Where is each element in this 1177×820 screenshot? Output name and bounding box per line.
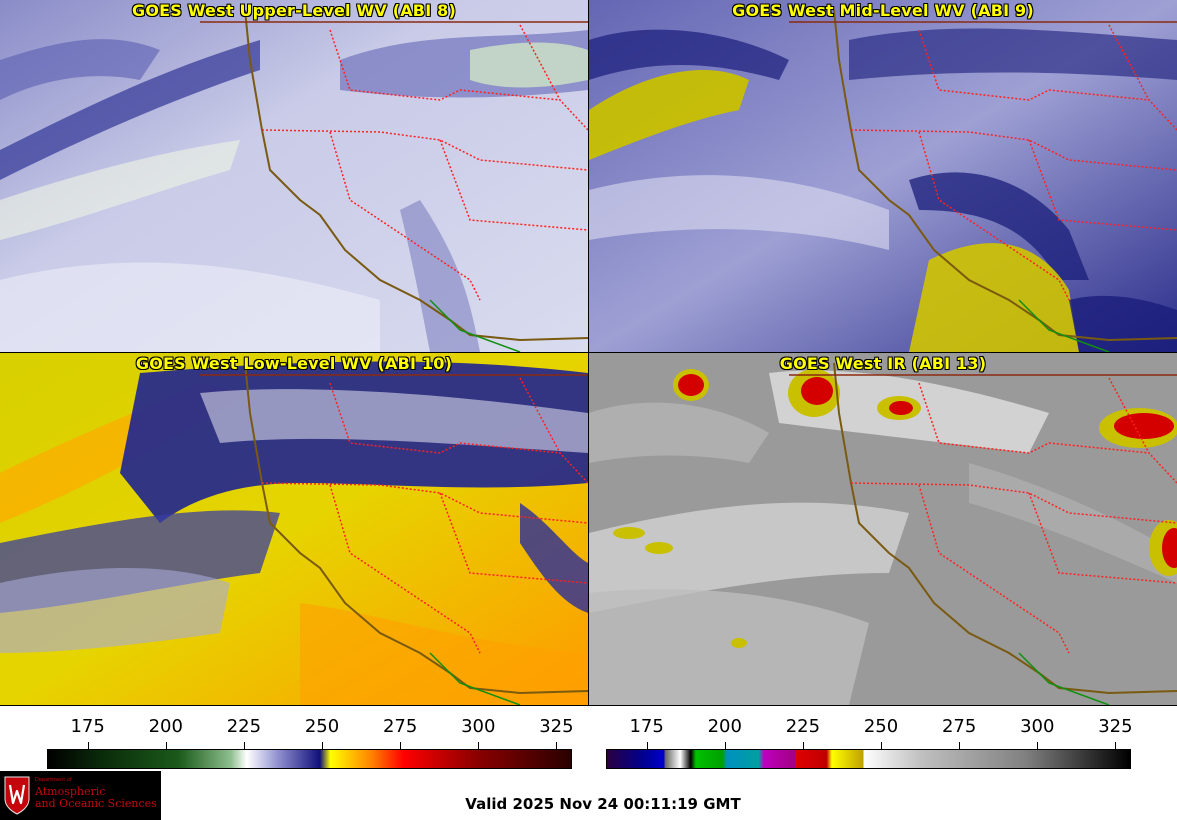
ir-colorbar: 175 200 225 250 275 300 325 <box>606 706 1133 770</box>
upper-level-wv-panel: GOES West Upper-Level WV (ABI 8) <box>0 0 588 352</box>
wv-colorbar-tick-label: 225 <box>226 716 262 737</box>
ir-colorbar-tick-mark <box>881 742 882 749</box>
low-level-wv-title: GOES West Low-Level WV (ABI 10) <box>135 354 453 373</box>
wv-colorbar-tick-mark <box>243 742 245 749</box>
ir-colorbar-tick-mark <box>959 742 961 749</box>
ir-colorbar-tick-label: 250 <box>863 716 899 737</box>
wv-colorbar-strip <box>47 749 572 769</box>
ir-colorbar-tick-label: 175 <box>629 716 664 737</box>
ir-colorbar-tick-mark <box>1037 742 1039 749</box>
upper-level-wv-image <box>0 0 588 352</box>
ir-image <box>589 353 1177 705</box>
ir-colorbar-tick-label: 200 <box>707 716 742 737</box>
ir-colorbar-tick-label: 275 <box>941 716 977 737</box>
bottom-divider <box>0 705 1177 706</box>
aos-logo: Department of Atmospheric and Oceanic Sc… <box>0 771 161 820</box>
wv-colorbar: 175 200 225 250 275 300 325 <box>47 706 574 770</box>
mid-level-wv-title: GOES West Mid-Level WV (ABI 9) <box>732 1 1034 20</box>
wv-colorbar-tick-label: 275 <box>382 716 418 737</box>
ir-colorbar-tick-label: 300 <box>1020 716 1055 737</box>
wv-colorbar-tick-mark <box>400 742 402 749</box>
uw-crest-icon <box>4 776 30 815</box>
vertical-divider <box>588 0 589 706</box>
wv-colorbar-tick-label: 175 <box>70 716 105 737</box>
wv-colorbar-tick-mark <box>87 742 89 749</box>
mid-level-wv-panel: GOES West Mid-Level WV (ABI 9) <box>589 0 1177 352</box>
wv-colorbar-tick-mark <box>478 742 480 749</box>
ir-colorbar-tick-mark <box>646 742 648 749</box>
ir-colorbar-tick-mark <box>724 742 726 749</box>
horizontal-divider <box>0 352 1177 353</box>
logo-name-line2: and Oceanic Sciences <box>35 797 157 810</box>
mid-level-wv-image <box>589 0 1177 352</box>
wv-colorbar-tick-mark <box>322 742 323 749</box>
low-level-wv-image <box>0 353 588 705</box>
upper-level-wv-title: GOES West Upper-Level WV (ABI 8) <box>132 1 456 20</box>
ir-colorbar-tick-mark <box>802 742 804 749</box>
low-level-wv-panel: GOES West Low-Level WV (ABI 10) <box>0 353 588 705</box>
wv-colorbar-tick-mark <box>556 742 558 749</box>
logo-dept-text: Department of <box>35 777 72 783</box>
ir-colorbar-tick-label: 225 <box>785 716 821 737</box>
wv-colorbar-tick-label: 200 <box>148 716 183 737</box>
wv-colorbar-tick-label: 250 <box>304 716 340 737</box>
ir-title: GOES West IR (ABI 13) <box>779 354 987 373</box>
wv-colorbar-tick-mark <box>165 742 167 749</box>
ir-colorbar-strip <box>606 749 1131 769</box>
wv-colorbar-tick-label: 325 <box>539 716 574 737</box>
valid-time: Valid 2025 Nov 24 00:11:19 GMT <box>465 795 741 813</box>
logo-name-line1: Atmospheric <box>35 785 106 798</box>
ir-colorbar-tick-mark <box>1115 742 1117 749</box>
ir-panel: GOES West IR (ABI 13) <box>589 353 1177 705</box>
ir-colorbar-tick-label: 325 <box>1098 716 1133 737</box>
wv-colorbar-tick-label: 300 <box>461 716 496 737</box>
